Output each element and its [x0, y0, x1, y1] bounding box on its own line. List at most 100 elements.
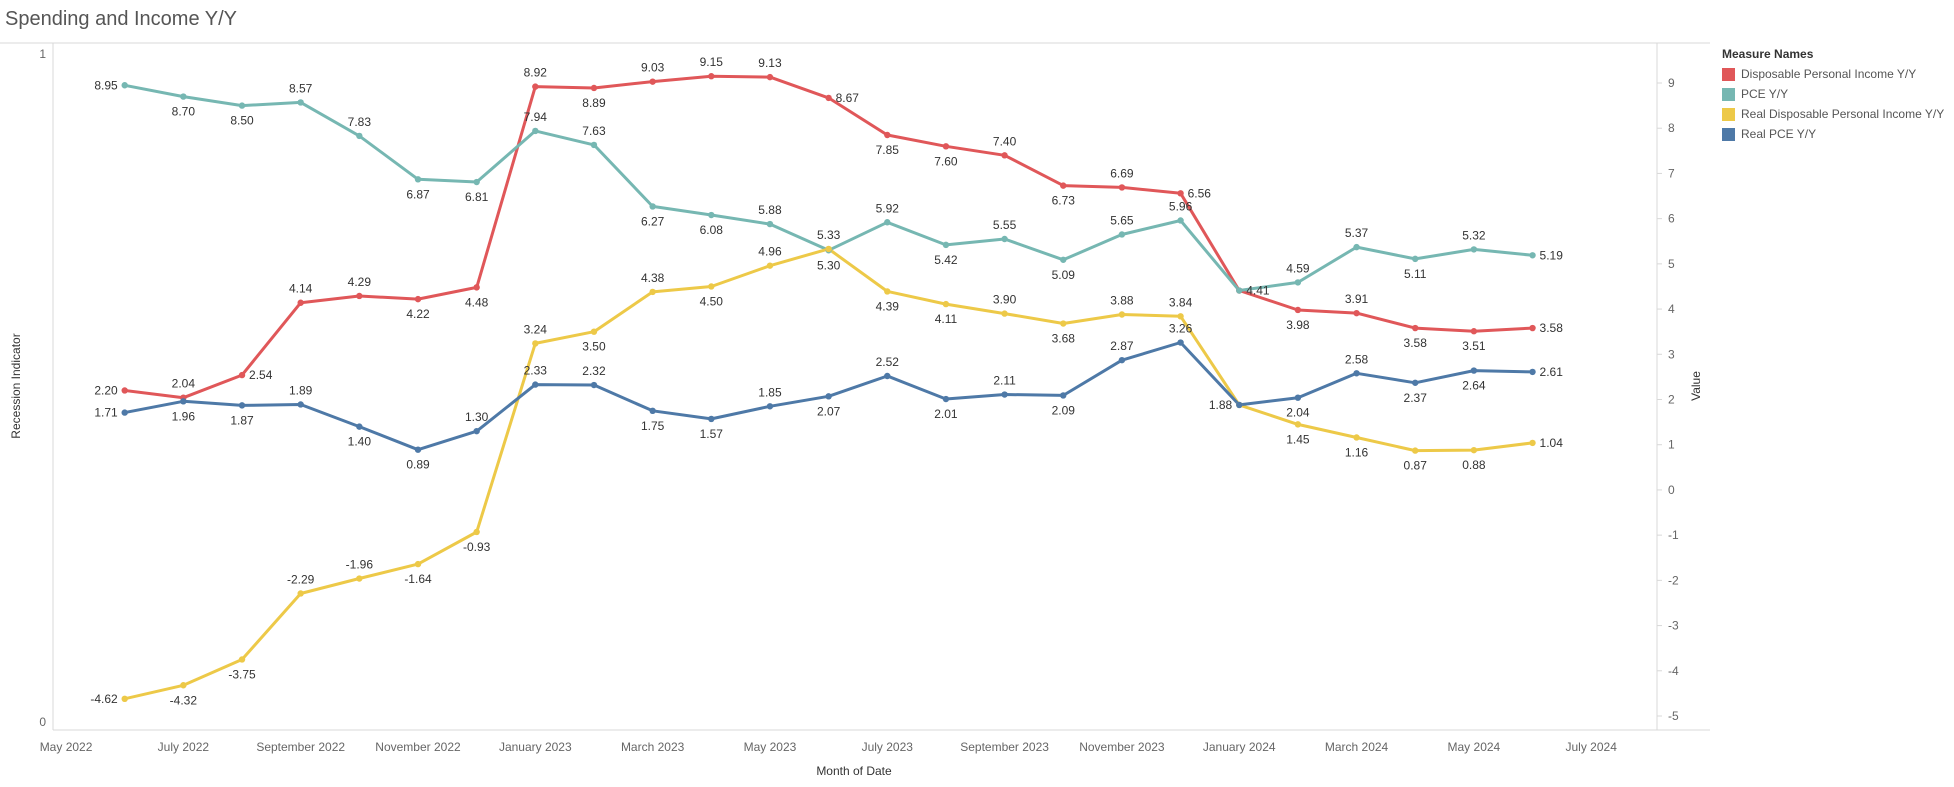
- legend-item-real-pce[interactable]: Real PCE Y/Y: [1722, 124, 1944, 144]
- data-point[interactable]: [649, 288, 656, 296]
- data-point[interactable]: [1060, 392, 1067, 399]
- data-point[interactable]: [1001, 235, 1008, 243]
- data-point[interactable]: [942, 395, 950, 403]
- data-point[interactable]: [766, 73, 774, 81]
- data-point[interactable]: [1294, 421, 1302, 428]
- data-point[interactable]: [532, 127, 539, 135]
- data-point[interactable]: [1470, 328, 1478, 335]
- data-point[interactable]: [414, 446, 422, 453]
- data-point[interactable]: [1412, 379, 1419, 386]
- data-point[interactable]: [297, 99, 304, 106]
- data-point[interactable]: [238, 402, 246, 409]
- data-point[interactable]: [238, 102, 246, 109]
- data-point[interactable]: [297, 299, 304, 306]
- data-point[interactable]: [884, 131, 891, 139]
- data-point[interactable]: [1470, 446, 1478, 454]
- data-point[interactable]: [942, 241, 950, 249]
- data-point[interactable]: [1118, 356, 1126, 364]
- data-point[interactable]: [1353, 434, 1360, 441]
- data-point[interactable]: [590, 381, 598, 389]
- data-point[interactable]: [1177, 339, 1184, 346]
- data-point[interactable]: [1353, 243, 1360, 251]
- data-point[interactable]: [1529, 324, 1536, 332]
- data-point[interactable]: [1118, 311, 1126, 318]
- data-point[interactable]: [1529, 252, 1536, 259]
- data-point[interactable]: [708, 73, 715, 80]
- data-point[interactable]: [708, 415, 715, 423]
- data-point[interactable]: [1177, 217, 1184, 224]
- data-point[interactable]: [1294, 306, 1302, 314]
- data-point[interactable]: [1060, 320, 1067, 327]
- data-point[interactable]: [1529, 439, 1536, 447]
- data-point[interactable]: [121, 409, 128, 416]
- data-point[interactable]: [473, 284, 480, 291]
- data-point[interactable]: [884, 372, 891, 380]
- data-point[interactable]: [356, 292, 363, 300]
- data-point[interactable]: [121, 387, 128, 394]
- data-point[interactable]: [532, 381, 539, 388]
- data-point[interactable]: [590, 84, 598, 92]
- data-point[interactable]: [414, 176, 422, 183]
- data-point[interactable]: [1060, 182, 1067, 189]
- data-point[interactable]: [766, 403, 774, 410]
- data-point[interactable]: [121, 82, 128, 89]
- data-point[interactable]: [1001, 310, 1008, 317]
- data-point[interactable]: [180, 682, 187, 689]
- data-point[interactable]: [1236, 287, 1243, 294]
- data-point[interactable]: [238, 371, 246, 379]
- data-point[interactable]: [1118, 231, 1126, 238]
- data-point[interactable]: [1470, 367, 1478, 374]
- data-point[interactable]: [825, 393, 832, 400]
- data-point[interactable]: [766, 262, 774, 269]
- data-point[interactable]: [473, 528, 480, 536]
- data-point[interactable]: [649, 407, 656, 415]
- data-point[interactable]: [532, 83, 539, 90]
- data-point[interactable]: [1001, 391, 1008, 398]
- data-point[interactable]: [1294, 279, 1302, 286]
- data-point[interactable]: [1236, 401, 1243, 409]
- data-point[interactable]: [1060, 256, 1067, 263]
- data-point[interactable]: [1177, 313, 1184, 320]
- data-point[interactable]: [766, 220, 774, 228]
- data-point[interactable]: [590, 328, 598, 335]
- data-point[interactable]: [942, 300, 950, 308]
- series-line[interactable]: [124, 247, 1533, 701]
- data-point[interactable]: [1412, 324, 1419, 332]
- data-point[interactable]: [1177, 190, 1184, 197]
- data-point[interactable]: [1529, 368, 1536, 376]
- data-point[interactable]: [1294, 394, 1302, 401]
- data-point[interactable]: [590, 141, 598, 149]
- data-point[interactable]: [884, 219, 891, 226]
- data-point[interactable]: [414, 560, 422, 568]
- data-point[interactable]: [1470, 246, 1478, 253]
- data-point[interactable]: [1412, 447, 1419, 454]
- data-point[interactable]: [180, 398, 187, 405]
- data-point[interactable]: [825, 245, 832, 253]
- data-point[interactable]: [1353, 309, 1360, 317]
- data-point[interactable]: [297, 590, 304, 597]
- legend-item-disposable-income[interactable]: Disposable Personal Income Y/Y: [1722, 64, 1944, 84]
- data-point[interactable]: [356, 132, 363, 140]
- data-point[interactable]: [708, 283, 715, 290]
- data-point[interactable]: [121, 695, 128, 703]
- data-point[interactable]: [649, 78, 656, 85]
- data-point[interactable]: [649, 203, 656, 210]
- data-point[interactable]: [414, 295, 422, 303]
- data-point[interactable]: [356, 575, 363, 582]
- data-point[interactable]: [238, 656, 246, 663]
- data-point[interactable]: [297, 401, 304, 408]
- data-point[interactable]: [1001, 152, 1008, 159]
- data-point[interactable]: [1353, 370, 1360, 377]
- legend-item-pce[interactable]: PCE Y/Y: [1722, 84, 1944, 104]
- data-point[interactable]: [1118, 184, 1126, 191]
- data-point[interactable]: [356, 423, 363, 430]
- data-point[interactable]: [473, 178, 480, 186]
- data-point[interactable]: [884, 288, 891, 295]
- data-point[interactable]: [942, 143, 950, 150]
- data-point[interactable]: [532, 340, 539, 347]
- data-point[interactable]: [473, 427, 480, 435]
- data-point[interactable]: [708, 211, 715, 219]
- data-point[interactable]: [825, 94, 832, 102]
- data-point[interactable]: [180, 93, 187, 100]
- data-point[interactable]: [1412, 255, 1419, 263]
